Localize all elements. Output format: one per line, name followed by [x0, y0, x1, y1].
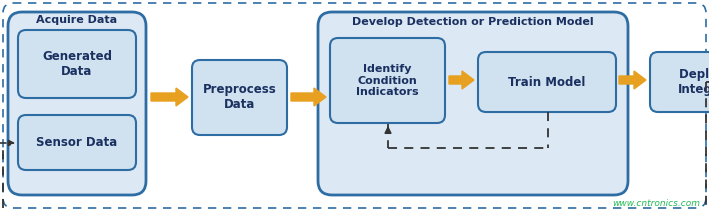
Text: Sensor Data: Sensor Data: [36, 136, 118, 149]
FancyBboxPatch shape: [8, 12, 146, 195]
FancyBboxPatch shape: [330, 38, 445, 123]
FancyBboxPatch shape: [192, 60, 287, 135]
Text: Acquire Data: Acquire Data: [36, 15, 118, 25]
Text: Deploy &
Integrate: Deploy & Integrate: [678, 68, 709, 96]
Text: Develop Detection or Prediction Model: Develop Detection or Prediction Model: [352, 17, 594, 27]
Text: Identify
Condition
Indicators: Identify Condition Indicators: [356, 64, 419, 97]
Text: www.cntronics.com: www.cntronics.com: [612, 199, 700, 208]
FancyBboxPatch shape: [318, 12, 628, 195]
Text: Generated
Data: Generated Data: [42, 50, 112, 78]
FancyArrow shape: [151, 88, 188, 106]
FancyBboxPatch shape: [650, 52, 709, 112]
FancyArrow shape: [449, 71, 474, 89]
FancyArrow shape: [619, 71, 646, 89]
Text: Train Model: Train Model: [508, 76, 586, 88]
FancyBboxPatch shape: [18, 115, 136, 170]
FancyBboxPatch shape: [478, 52, 616, 112]
FancyArrow shape: [291, 88, 326, 106]
Text: Preprocess
Data: Preprocess Data: [203, 83, 277, 111]
FancyBboxPatch shape: [18, 30, 136, 98]
